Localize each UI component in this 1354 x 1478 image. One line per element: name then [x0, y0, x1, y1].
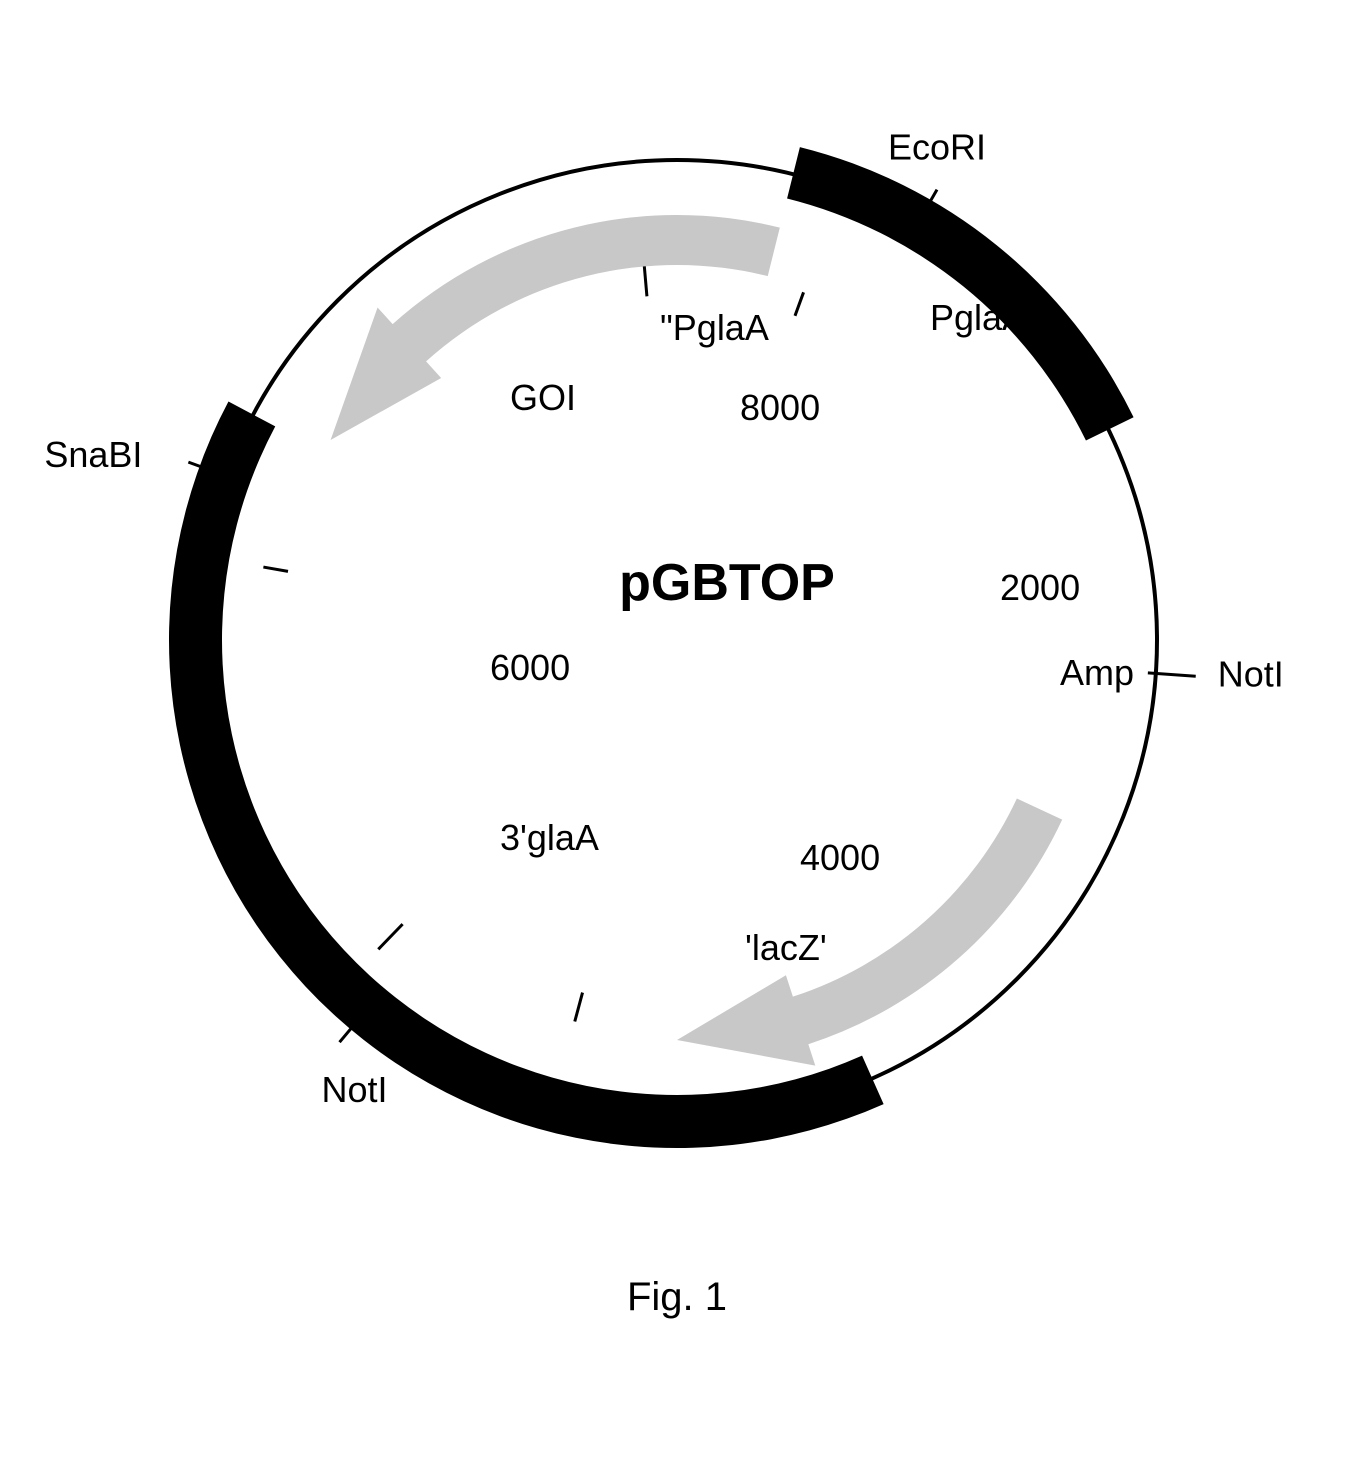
label-5: Amp — [1060, 652, 1134, 693]
inner-tick-2 — [263, 567, 288, 571]
label-2: GOI — [510, 377, 576, 418]
label-1: PglaA" — [930, 297, 1039, 338]
figure-caption: Fig. 1 — [627, 1275, 727, 1319]
label-4: 'lacZ' — [745, 927, 827, 968]
site-label-ecori-0: EcoRI — [888, 127, 986, 168]
thick-arc-0 — [787, 147, 1134, 440]
label-0: "PglaA — [660, 307, 769, 348]
label-6: 8000 — [740, 387, 820, 428]
inner-tick-3 — [378, 924, 402, 949]
site-label-snabi-3: SnaBI — [44, 434, 142, 475]
site-label-noti-1: NotI — [1218, 653, 1284, 694]
inner-tick-1 — [644, 266, 647, 296]
label-8: 4000 — [800, 837, 880, 878]
plasmid-map: EcoRI NotI NotI SnaBI "PglaA PglaA" GOI 3'glaA… — [0, 0, 1354, 1473]
label-3: 3'glaA — [500, 817, 599, 858]
label-7: 2000 — [1000, 567, 1080, 608]
label-9: 6000 — [490, 647, 570, 688]
inner-tick-4 — [575, 993, 583, 1022]
inner-tick-0 — [795, 292, 804, 315]
plasmid-name: pGBTOP — [619, 554, 835, 612]
site-label-noti-2: NotI — [322, 1069, 388, 1110]
